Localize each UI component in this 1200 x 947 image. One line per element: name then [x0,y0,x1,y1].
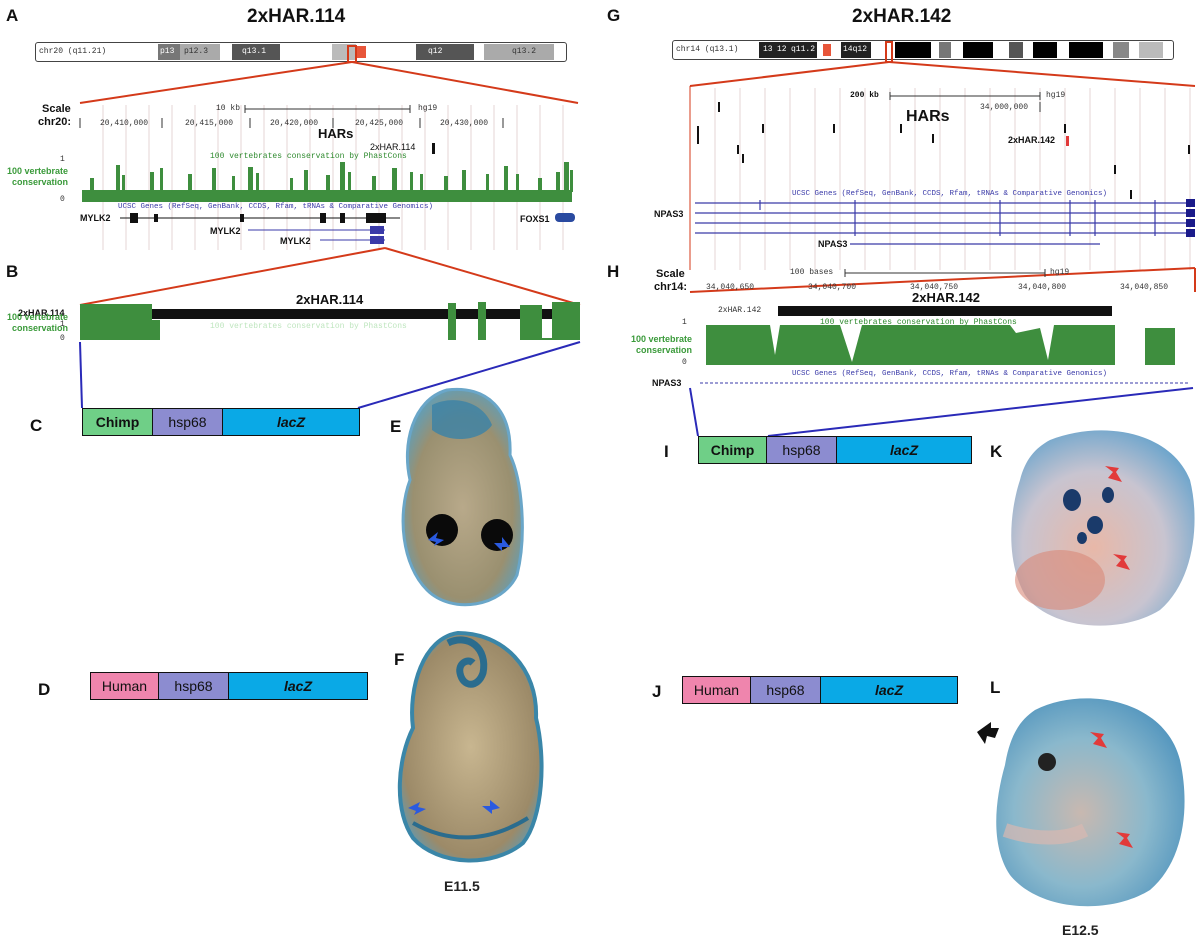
right-stage-label: E12.5 [1062,922,1099,938]
construct-chimp-left: Chimp hsp68 lacZ [82,408,360,436]
construct-human-right: Human hsp68 lacZ [682,676,958,704]
embryo-e-image [401,387,524,607]
right-title: 2xHAR.142 [852,6,952,27]
construct-chimp-right: Chimp hsp68 lacZ [698,436,972,464]
right-hars-label: HARs [906,108,950,125]
right-genes-track-text: UCSC Genes (RefSeq, GenBank, CCDS, Rfam,… [792,190,1108,198]
construct-lacz-segment: lacZ [229,673,367,699]
left-hars-label: HARs [318,126,354,141]
panel-letter-c: C [30,416,43,435]
left-chr-label: chr20: [38,116,72,128]
left-stage-label: E11.5 [444,878,480,894]
left-scale-label: Scale [42,103,71,115]
construct-hsp68-segment: hsp68 [159,673,229,699]
panel-letter-e: E [390,417,402,436]
gene-label-foxs1: FOXS1 [520,214,550,224]
embryo-f-image [397,630,544,863]
left-zoom-title: 2xHAR.114 [296,292,364,307]
left-cons-label: 100 vertebrate conservation [6,166,68,187]
gene-label-mylk2: MYLK2 [80,213,111,223]
left-genes-track-text: UCSC Genes (RefSeq, GenBank, CCDS, Rfam,… [118,203,434,211]
left-assembly: hg19 [418,104,438,113]
right-cons-label: 100 vertebrate conservation [630,334,692,355]
right-chromosome-ideogram: chr14 (q13.1) 13 12 q11.2 14q12 [672,40,1174,60]
right-scale-text: 200 kb [850,91,879,100]
right-zoom-track-label: 2xHAR.142 [718,306,762,315]
right-ideogram-label: chr14 (q13.1) [676,45,739,54]
panel-letter-a: A [6,6,19,25]
panel-letter-f: F [394,650,405,669]
construct-chimp-segment: Chimp [83,409,153,435]
left-zoom-cons-text: 100 vertebrates conservation by PhastCon… [210,322,407,331]
left-title: 2xHAR.114 [247,6,346,27]
embryo-k-image [1011,430,1195,626]
embryo-l-image [977,698,1185,907]
left-chromosome-ideogram: chr20 (q11.21) p13 p12.3 q13.1 q12 q13.2 [35,42,567,62]
panel-letter-d: D [38,680,51,699]
panel-letter-g: G [607,6,621,25]
panel-letter-k: K [990,442,1003,461]
panel-letter-j: J [652,682,662,701]
panel-letter-h: H [607,262,620,281]
panel-letter-l: L [990,678,1001,697]
construct-human-segment: Human [91,673,159,699]
panel-letter-b: B [6,262,19,281]
construct-human-left: Human hsp68 lacZ [90,672,368,700]
left-har-item: 2xHAR.114 [370,142,416,152]
left-ideogram-label: chr20 (q11.21) [39,47,107,56]
left-scale-text: 10 kb [216,104,241,113]
gene-label-npas3: NPAS3 [654,209,684,219]
right-zoom-title: 2xHAR.142 [912,290,980,305]
left-cons-track-text: 100 vertebrates conservation by PhastCon… [210,152,407,161]
right-har-item: 2xHAR.142 [1008,135,1056,145]
panel-letter-i: I [664,442,669,461]
construct-hsp68-segment: hsp68 [153,409,223,435]
construct-lacz-segment: lacZ [223,409,359,435]
left-zoom-track-label: 2xHAR.114 [18,308,65,318]
